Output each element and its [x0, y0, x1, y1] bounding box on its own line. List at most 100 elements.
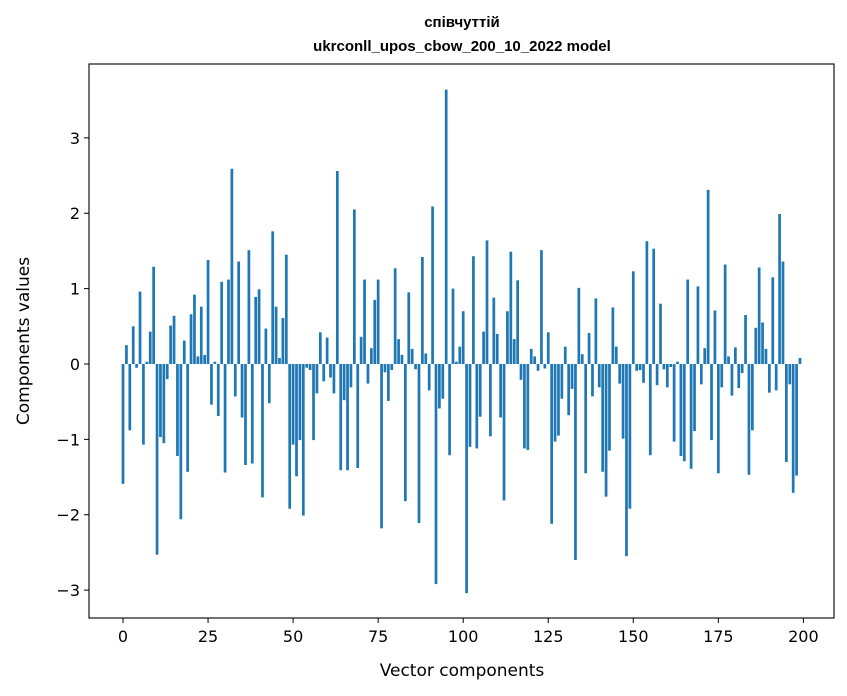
bar-component-39	[254, 296, 258, 364]
bar-component-17	[179, 363, 183, 520]
bar-component-99	[458, 346, 462, 364]
bar-component-164	[679, 363, 683, 456]
bar-component-73	[369, 348, 373, 364]
bar-component-0	[121, 363, 125, 484]
bar-component-199	[798, 357, 802, 364]
x-tick-label: 100	[448, 627, 479, 646]
bar-component-146	[618, 363, 622, 384]
bar-component-121	[533, 356, 536, 364]
bar-component-95	[444, 89, 448, 364]
bar-component-36	[244, 363, 247, 465]
bar-component-35	[240, 363, 244, 418]
bar-component-14	[169, 325, 172, 364]
bar-component-46	[278, 357, 281, 364]
bar-component-6	[142, 363, 145, 445]
bar-component-175	[716, 363, 720, 474]
bar-component-166	[686, 279, 690, 364]
bar-component-75	[376, 279, 380, 364]
bar-component-59	[322, 363, 326, 382]
bar-component-52	[298, 363, 302, 441]
bar-component-179	[730, 363, 734, 396]
bar-component-63	[335, 171, 339, 364]
bar-component-62	[332, 363, 336, 394]
bar-component-5	[138, 291, 142, 364]
bar-component-142	[604, 363, 608, 497]
bar-component-181	[737, 363, 741, 389]
bar-component-7	[145, 361, 149, 364]
bar-component-163	[676, 361, 679, 364]
bar-component-176	[720, 363, 724, 388]
x-tick-label: 25	[198, 627, 218, 646]
y-tick-label: −1	[56, 430, 80, 449]
bar-component-114	[509, 251, 513, 364]
bar-component-168	[693, 363, 696, 432]
bar-component-117	[519, 363, 523, 380]
bar-component-74	[373, 299, 377, 364]
bar-component-40	[257, 289, 261, 364]
y-tick-label: 1	[70, 280, 80, 299]
bar-component-54	[305, 363, 309, 368]
x-axis-label: Vector components	[380, 661, 545, 681]
bar-component-104	[475, 363, 479, 449]
bar-component-136	[584, 363, 588, 474]
bar-component-93	[438, 363, 441, 409]
bar-component-98	[455, 361, 458, 364]
bar-component-193	[778, 213, 781, 364]
bar-component-190	[768, 363, 771, 393]
bar-component-68	[352, 209, 356, 364]
y-axis-label: Components values	[14, 257, 34, 425]
bar-component-100	[461, 311, 465, 364]
bar-component-145	[614, 346, 618, 364]
bar-component-153	[642, 363, 645, 383]
bar-component-188	[761, 322, 764, 364]
bar-component-72	[366, 363, 370, 384]
bar-component-132	[570, 363, 574, 389]
bar-component-118	[523, 363, 526, 449]
y-axis-ticks: −3 −2 −1 0 1 2 3	[56, 129, 89, 600]
bar-component-71	[363, 279, 366, 364]
bar-component-80	[393, 268, 397, 364]
bar-component-15	[172, 315, 176, 364]
bar-component-82	[400, 354, 404, 364]
bar-component-195	[785, 363, 788, 462]
bar-component-130	[563, 346, 567, 364]
bar-component-159	[662, 363, 666, 370]
bar-component-78	[387, 363, 390, 401]
plot-frame	[88, 63, 835, 619]
bar-component-41	[261, 363, 264, 498]
bar-component-129	[560, 363, 564, 399]
bar-component-16	[176, 363, 179, 456]
bar-component-33	[233, 363, 237, 397]
x-tick-label: 150	[618, 627, 649, 646]
bar-component-102	[468, 363, 472, 447]
bar-component-70	[359, 336, 363, 364]
bar-component-180	[733, 347, 737, 364]
bar-component-81	[397, 339, 400, 364]
bar-component-126	[550, 363, 554, 524]
bar-component-172	[706, 189, 710, 364]
bar-component-45	[274, 306, 278, 364]
bar-component-29	[220, 281, 224, 364]
bar-component-148	[625, 363, 628, 557]
bar-component-124	[543, 363, 547, 369]
x-tick-label: 50	[283, 627, 303, 646]
bar-component-19	[186, 363, 190, 472]
bar-component-123	[540, 250, 543, 364]
bar-component-122	[536, 363, 540, 371]
bar-component-12	[162, 363, 166, 444]
bar-component-140	[597, 363, 601, 388]
bar-component-197	[791, 363, 795, 493]
bar-component-87	[417, 363, 421, 524]
bar-component-50	[291, 363, 295, 445]
bar-component-185	[751, 363, 754, 431]
bar-component-141	[601, 363, 605, 472]
bar-component-66	[346, 363, 349, 471]
bar-component-32	[230, 168, 234, 364]
bar-component-147	[621, 363, 625, 439]
bar-component-116	[516, 280, 519, 364]
bar-component-13	[165, 363, 169, 380]
bar-component-125	[546, 332, 550, 364]
bar-component-135	[580, 354, 584, 364]
bar-component-113	[506, 311, 509, 364]
